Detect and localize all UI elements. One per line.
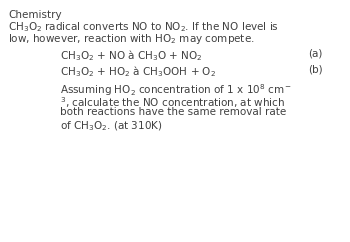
Text: Assuming HO$_2$ concentration of 1 x 10$^8$ cm$^-$: Assuming HO$_2$ concentration of 1 x 10$… [60,82,292,98]
Text: (b): (b) [308,64,323,74]
Text: (a): (a) [308,48,322,58]
Text: Chemistry: Chemistry [8,10,62,20]
Text: of CH$_3$O$_2$. (at 310K): of CH$_3$O$_2$. (at 310K) [60,119,163,133]
Text: CH$_3$O$_2$ radical converts NO to NO$_2$. If the NO level is: CH$_3$O$_2$ radical converts NO to NO$_2… [8,20,279,34]
Text: $^3$, calculate the NO concentration, at which: $^3$, calculate the NO concentration, at… [60,95,285,110]
Text: both reactions have the same removal rate: both reactions have the same removal rat… [60,107,286,117]
Text: CH$_3$O$_2$ + NO à CH$_3$O + NO$_2$: CH$_3$O$_2$ + NO à CH$_3$O + NO$_2$ [60,48,203,63]
Text: low, however, reaction with HO$_2$ may compete.: low, however, reaction with HO$_2$ may c… [8,32,255,46]
Text: CH$_3$O$_2$ + HO$_2$ à CH$_3$OOH + O$_2$: CH$_3$O$_2$ + HO$_2$ à CH$_3$OOH + O$_2$ [60,64,216,79]
